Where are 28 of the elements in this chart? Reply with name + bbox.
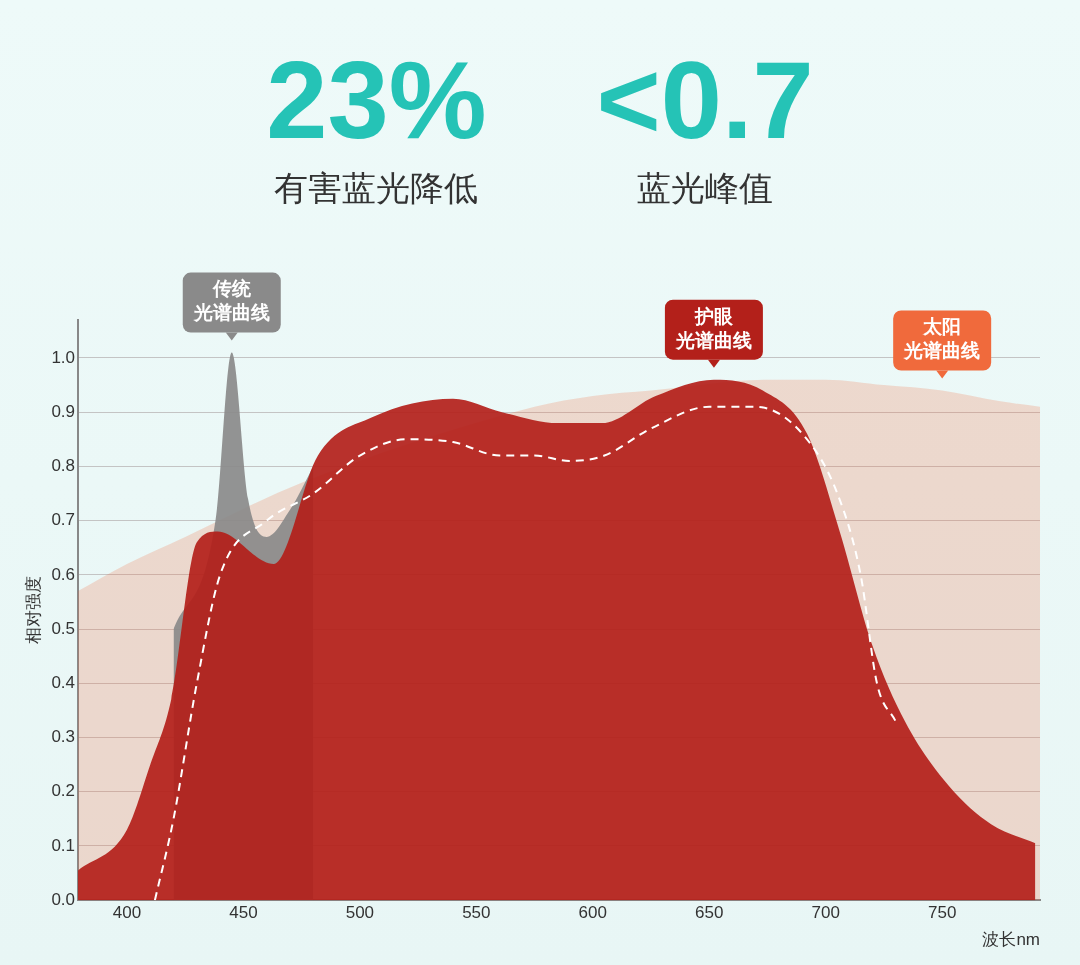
text: 23% [266, 38, 487, 161]
x-tick-label: 400 [112, 903, 142, 923]
y-tick-label: 0.6 [51, 564, 76, 584]
y-tick-label: 0.9 [51, 401, 76, 421]
x-tick-label: 750 [927, 903, 957, 923]
y-tick-label: 0.8 [51, 456, 76, 476]
y-tick-label: 0.0 [51, 889, 76, 909]
text: 有害蓝光降低 [273, 167, 480, 210]
text: <0.7 [596, 38, 814, 161]
y-tick-label: 0.3 [51, 727, 76, 747]
text: 蓝光峰值 [636, 167, 775, 210]
y-tick-label: 0.5 [51, 618, 76, 638]
y-tick-label: 1.0 [51, 347, 76, 367]
y-tick-label: 0.1 [51, 835, 76, 855]
y-tick-label: 0.4 [51, 672, 76, 692]
x-tick-label: 450 [229, 903, 258, 923]
x-tick-label: 550 [462, 903, 491, 923]
y-axis-title: 相对强度 [23, 576, 43, 645]
x-tick-label: 700 [811, 903, 840, 923]
y-tick-label: 0.2 [51, 781, 76, 801]
x-tick-label: 650 [695, 903, 724, 923]
x-tick-label: 600 [578, 903, 607, 923]
series-label: 护眼光谱曲线 [674, 304, 752, 351]
y-tick-label: 0.7 [51, 510, 76, 530]
series-label: 太阳光谱曲线 [903, 315, 981, 362]
x-axis-title: 波长nm [982, 930, 1040, 950]
text: 传统光谱曲线 [192, 277, 270, 324]
x-tick-label: 500 [345, 903, 375, 923]
